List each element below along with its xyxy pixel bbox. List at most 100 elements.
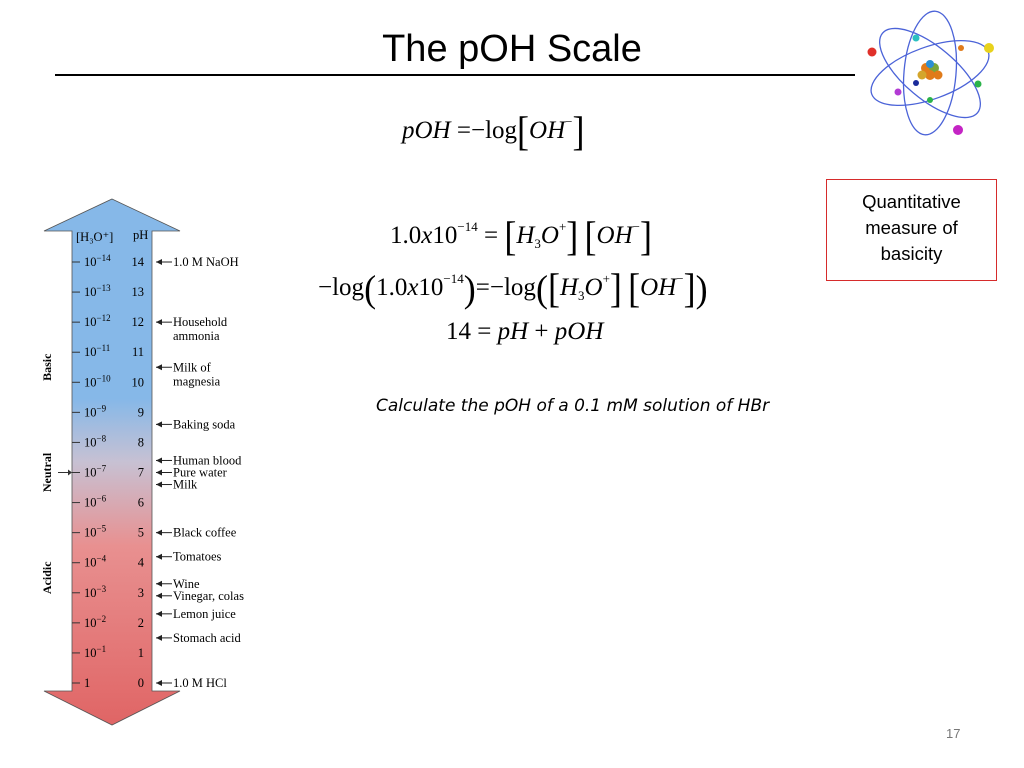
concentration-label: 10−14: [84, 253, 111, 269]
substance-arrow-head: [156, 610, 162, 617]
title-divider: [55, 74, 855, 76]
region-label-acidic: Acidic: [40, 561, 54, 594]
log-kw-neg2: −: [489, 274, 504, 301]
substance-label: Milk of: [173, 360, 212, 374]
right-bracket: ]: [683, 265, 696, 311]
substance-arrow-head: [156, 580, 162, 587]
substance-label: magnesia: [173, 374, 221, 388]
eq-poh-lhs: pOH: [402, 117, 451, 144]
ph-value-label: 9: [138, 405, 144, 419]
header-concentration: [H₃O⁺]: [76, 230, 113, 244]
log-kw-sub3: 3: [578, 288, 585, 303]
neutral-pointer-head: [68, 469, 72, 476]
substance-arrow-head: [156, 259, 162, 265]
log-kw-neg: −: [318, 274, 333, 301]
callout-line: measure of: [865, 217, 958, 238]
kw-exponent: −14: [457, 219, 478, 234]
concentration-label: 10−5: [84, 524, 107, 540]
kw-sub3: 3: [534, 236, 541, 251]
question-text: Calculate the pOH of a 0.1 mM solution o…: [376, 396, 770, 416]
left-paren: (: [535, 268, 548, 310]
substance-label: Baking soda: [173, 417, 236, 431]
concentration-label: 10−4: [84, 554, 107, 570]
ph-value-label: 0: [138, 676, 144, 690]
sum-equals: =: [477, 318, 492, 345]
substance-arrow-head: [156, 319, 162, 326]
sum-poh: pOH: [554, 318, 604, 345]
kw-ten: 10: [432, 222, 458, 249]
log-kw-o: O: [584, 274, 603, 301]
eq-charge: −: [565, 114, 573, 129]
substance-label: Stomach acid: [173, 631, 241, 645]
log-kw-x: x: [407, 274, 419, 301]
substance-arrow-head: [156, 634, 162, 641]
kw-equals: =: [483, 222, 499, 249]
ph-value-label: 1: [138, 646, 144, 660]
substance-arrow-head: [156, 592, 162, 599]
substance-arrow-head: [156, 481, 162, 488]
callout-line: basicity: [880, 243, 943, 264]
kw-plus-charge: +: [558, 219, 567, 234]
log-kw-oh: OH: [640, 274, 677, 301]
left-bracket: [: [504, 213, 517, 259]
kw-equation: 1.0x10−14 = [H3O+] [OH−]: [390, 213, 652, 259]
log-kw-plus: +: [602, 271, 610, 286]
ph-value-label: 3: [138, 586, 144, 600]
concentration-label: 10−3: [84, 584, 107, 600]
concentration-label: 10−7: [84, 464, 107, 480]
substance-label: 1.0 M HCl: [173, 676, 227, 690]
kw-coef: 1.0: [390, 222, 422, 249]
ph-value-label: 11: [132, 345, 144, 359]
concentration-label: 1: [84, 676, 90, 690]
left-bracket: [: [517, 108, 530, 154]
log-kw-h: H: [559, 274, 578, 301]
ph-value-label: 6: [138, 496, 144, 510]
substance-label: Human blood: [173, 453, 242, 467]
concentration-label: 10−12: [84, 313, 111, 329]
ph-value-label: 5: [138, 526, 144, 540]
left-bracket: [: [584, 213, 597, 259]
substance-label: Pure water: [173, 466, 228, 480]
substance-label: Black coffee: [173, 526, 237, 540]
substance-label: Vinegar, colas: [173, 589, 244, 603]
callout-box: Quantitative measure of basicity: [826, 179, 997, 281]
kw-x: x: [421, 222, 433, 249]
log-kw-minus: −: [676, 271, 684, 286]
substance-arrow-head: [156, 553, 162, 560]
substance-label: Tomatoes: [173, 550, 222, 564]
log-kw-equation: −log(1.0x10−14)=−log([H3O+] [OH−]): [318, 265, 708, 311]
concentration-label: 10−6: [84, 494, 107, 510]
ph-poh-sum-equation: 14 = pH + pOH: [446, 318, 603, 346]
ph-value-label: 14: [132, 255, 145, 269]
kw-h: H: [516, 222, 535, 249]
log-kw-equals: =: [475, 274, 490, 301]
substance-arrow-head: [156, 364, 162, 371]
concentration-label: 10−10: [84, 373, 111, 389]
ph-value-label: 2: [138, 616, 144, 630]
substance-arrow-head: [156, 457, 162, 464]
left-paren: (: [364, 268, 377, 310]
left-bracket: [: [628, 265, 641, 311]
substance-label: Household: [173, 315, 228, 329]
concentration-label: 10−8: [84, 433, 107, 449]
left-bracket: [: [547, 265, 560, 311]
ph-value-label: 8: [138, 435, 144, 449]
ph-scale-arrow: [43, 198, 181, 726]
atom-icon: [867, 10, 994, 136]
concentration-label: 10−2: [84, 614, 106, 630]
region-label-basic: Basic: [40, 353, 54, 381]
eq-oh: OH: [529, 117, 566, 144]
log-kw-ten: 10: [418, 274, 444, 301]
substance-arrow-head: [156, 469, 162, 476]
log-kw-log: log: [332, 274, 365, 301]
callout-line: Quantitative: [862, 191, 961, 212]
kw-oh: OH: [596, 222, 633, 249]
ph-value-label: 12: [132, 315, 145, 329]
eq-log: log: [485, 117, 518, 144]
concentration-label: 10−9: [84, 403, 107, 419]
substance-label: Lemon juice: [173, 607, 236, 621]
substance-label: Milk: [173, 478, 198, 492]
sum-fourteen: 14: [446, 318, 471, 345]
concentration-label: 10−1: [84, 644, 106, 660]
